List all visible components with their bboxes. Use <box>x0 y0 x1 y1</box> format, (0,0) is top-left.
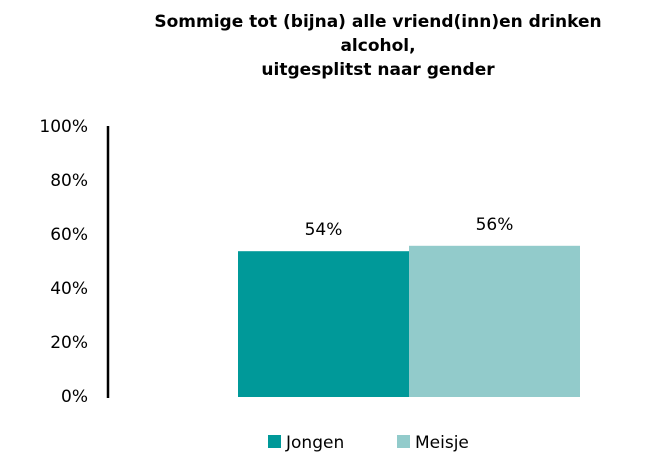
y-tick-label: 80% <box>50 171 88 191</box>
y-tick-label: 60% <box>50 225 88 245</box>
chart-title: alcohol, <box>340 36 415 56</box>
y-tick-label: 100% <box>39 117 88 137</box>
data-label: 56% <box>476 215 514 235</box>
data-label: 54% <box>305 220 343 240</box>
y-tick-label: 20% <box>50 333 88 353</box>
bar <box>409 245 580 397</box>
y-tick-label: 0% <box>61 387 88 407</box>
chart-title: Sommige tot (bijna) alle vriend(inn)en d… <box>154 12 601 32</box>
legend-label: Jongen <box>285 433 344 453</box>
legend-label: Meisje <box>415 433 469 453</box>
y-tick-label: 40% <box>50 279 88 299</box>
bar <box>238 251 409 397</box>
legend-swatch <box>268 435 281 448</box>
legend-swatch <box>397 435 410 448</box>
chart-title: uitgesplitst naar gender <box>261 60 495 80</box>
